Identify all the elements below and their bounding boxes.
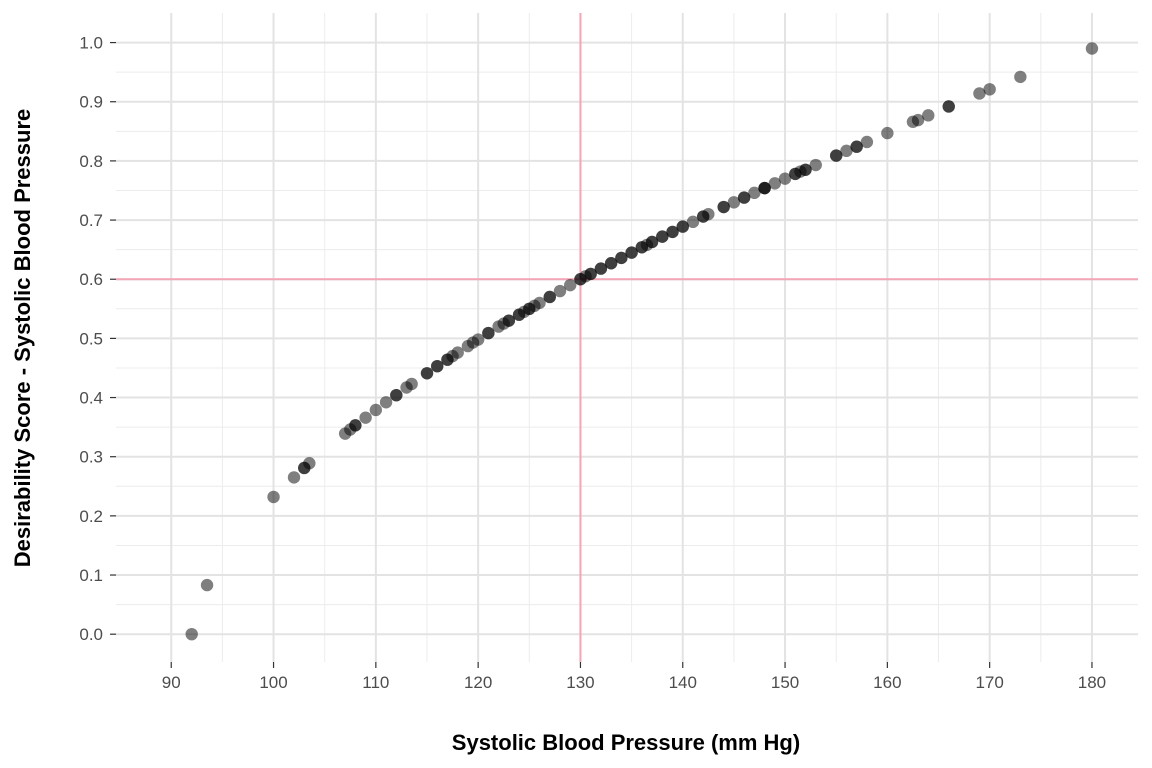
y-tick-label: 0.6 (79, 270, 103, 289)
y-tick-label: 0.4 (79, 389, 103, 408)
data-point (666, 225, 679, 239)
data-point (768, 177, 782, 190)
data-point (645, 235, 659, 249)
data-point (778, 172, 792, 185)
data-point (553, 284, 567, 298)
data-point (717, 200, 730, 214)
data-point (911, 113, 925, 127)
data-point (287, 471, 301, 484)
data-point (185, 627, 198, 641)
data-point (369, 403, 383, 417)
y-tick-label: 0.3 (79, 448, 103, 467)
data-point (850, 140, 863, 153)
x-tick-label: 90 (162, 673, 181, 692)
data-point (200, 578, 214, 592)
data-point (881, 126, 894, 140)
data-point (359, 411, 372, 424)
y-tick-label: 0.0 (79, 625, 103, 644)
data-point (267, 490, 280, 504)
x-tick-label: 100 (259, 673, 287, 692)
x-tick-label: 140 (669, 673, 697, 692)
data-point (349, 419, 362, 432)
data-point (420, 367, 434, 380)
data-point (615, 251, 628, 265)
reference-lines (116, 13, 1138, 662)
data-points (185, 42, 1099, 641)
x-tick-label: 180 (1078, 673, 1106, 692)
data-point (973, 87, 986, 100)
data-point (471, 333, 485, 346)
x-tick-label: 120 (464, 673, 492, 692)
data-point (1085, 42, 1099, 55)
data-point (702, 207, 715, 221)
data-point (533, 296, 546, 310)
data-point (983, 83, 996, 96)
x-axis-ticks: 90 100 110 120 130 140 150 160 170 180 (162, 662, 1106, 692)
y-tick-label: 0.1 (79, 566, 103, 585)
data-point (656, 230, 669, 243)
data-point (686, 215, 700, 229)
data-point (502, 314, 516, 327)
data-point (379, 396, 393, 409)
data-point (676, 220, 689, 233)
data-point (1014, 70, 1027, 84)
data-point (748, 186, 761, 200)
data-point (840, 144, 853, 158)
data-point (922, 109, 935, 122)
x-tick-label: 130 (566, 673, 594, 692)
x-tick-label: 160 (873, 673, 901, 692)
x-axis-title: Systolic Blood Pressure (mm Hg) (452, 730, 800, 755)
data-point (564, 278, 577, 292)
data-point (584, 267, 597, 281)
data-point (604, 257, 618, 270)
data-point (482, 326, 495, 340)
y-axis-title: Desirability Score - Systolic Blood Pres… (10, 109, 35, 568)
data-point (543, 290, 556, 304)
y-tick-label: 0.5 (79, 329, 103, 348)
data-point (405, 377, 418, 391)
data-point (451, 346, 464, 359)
data-point (809, 158, 822, 172)
data-point (830, 149, 843, 162)
data-point (625, 246, 638, 259)
data-point (860, 135, 874, 149)
y-axis-ticks: 0.0 0.1 0.2 0.3 0.4 0.5 0.6 0.7 0.8 0.9 1.0 (79, 34, 116, 644)
y-tick-label: 0.9 (79, 93, 103, 112)
data-point (737, 191, 751, 204)
data-point (758, 181, 771, 195)
x-tick-label: 170 (975, 673, 1003, 692)
data-point (727, 196, 741, 209)
data-point (390, 388, 403, 402)
data-point (431, 359, 444, 373)
data-point (942, 100, 955, 113)
y-tick-label: 0.8 (79, 152, 103, 171)
y-tick-label: 0.2 (79, 507, 103, 526)
data-point (799, 163, 812, 176)
data-point (303, 457, 316, 470)
minor-grid-lines (116, 13, 1138, 662)
major-grid-lines (116, 13, 1138, 662)
x-tick-label: 150 (771, 673, 799, 692)
y-tick-label: 0.7 (79, 211, 103, 230)
x-tick-label: 110 (362, 673, 389, 692)
data-point (594, 262, 608, 275)
y-tick-label: 1.0 (79, 34, 103, 53)
